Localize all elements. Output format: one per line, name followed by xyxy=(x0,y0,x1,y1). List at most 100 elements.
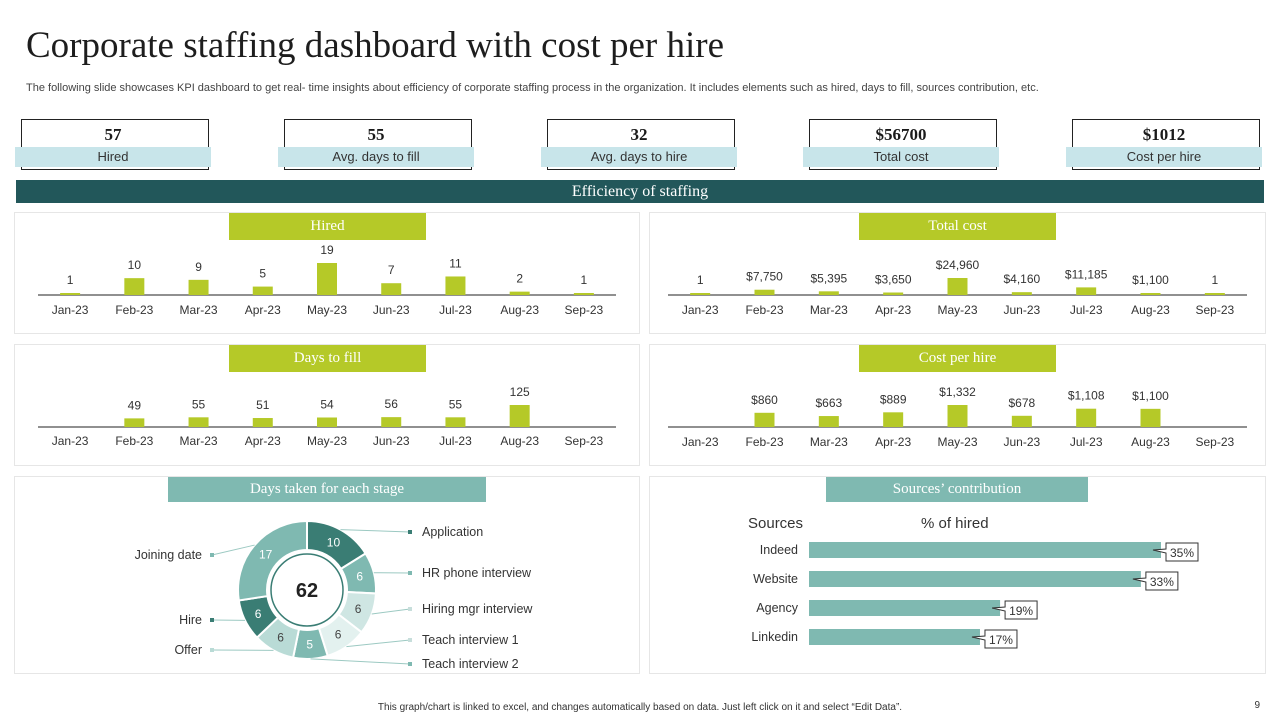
bar-cost_per_hire-7 xyxy=(1140,408,1161,427)
pie-value-0: 10 xyxy=(327,535,341,549)
data-label-hired-3: 5 xyxy=(259,267,266,281)
data-label-days_to_fill-6: 55 xyxy=(449,397,463,411)
tick-label-days_to_fill-7: Aug-23 xyxy=(500,434,539,448)
tick-label-hired-7: Aug-23 xyxy=(500,303,539,317)
bar-total_cost-8 xyxy=(1204,293,1225,295)
bar-hired-4 xyxy=(317,263,337,295)
source-label-3: Linkedin xyxy=(751,630,798,644)
tick-label-days_to_fill-8: Sep-23 xyxy=(565,434,604,448)
tick-label-hired-3: Apr-23 xyxy=(245,303,281,317)
leader-marker-1 xyxy=(408,571,412,575)
bar-total_cost-6 xyxy=(1076,287,1097,295)
kpi-label: Avg. days to fill xyxy=(278,147,474,167)
source-value-1: 33% xyxy=(1150,575,1174,589)
data-label-total_cost-2: $5,395 xyxy=(810,271,847,285)
tick-label-days_to_fill-0: Jan-23 xyxy=(52,434,89,448)
chart-title-hired: Hired xyxy=(229,213,426,240)
bar-days_to_fill-1 xyxy=(124,418,145,427)
kpi-label: Hired xyxy=(15,147,211,167)
chart-title-total-cost: Total cost xyxy=(859,213,1056,240)
bar-days_to_fill-6 xyxy=(445,417,466,427)
tick-label-total_cost-2: Mar-23 xyxy=(810,303,848,317)
data-label-days_to_fill-1: 49 xyxy=(128,398,142,412)
tick-label-days_to_fill-2: Mar-23 xyxy=(180,434,218,448)
leader-marker-7 xyxy=(210,553,214,557)
kpi-card-hired: 57 Hired xyxy=(15,119,211,171)
tick-label-total_cost-7: Aug-23 xyxy=(1131,303,1170,317)
bar-cost_per_hire-6 xyxy=(1076,408,1097,427)
chart-title-cost-per-hire: Cost per hire xyxy=(859,345,1056,372)
pie-legend-label-2: Hiring mgr interview xyxy=(422,602,533,616)
source-callout-0 xyxy=(1152,542,1199,562)
leader-line-2 xyxy=(371,608,411,615)
bar-days_to_fill-2 xyxy=(188,417,209,427)
tick-label-total_cost-5: Jun-23 xyxy=(1003,303,1040,317)
data-label-total_cost-7: $1,100 xyxy=(1132,273,1169,287)
data-label-total_cost-4: $24,960 xyxy=(936,258,980,272)
sources-col-header-right: % of hired xyxy=(921,515,989,532)
chart-title-sources: Sources’ contribution xyxy=(826,477,1088,502)
kpi-value: 57 xyxy=(104,125,122,144)
bar-total_cost-4 xyxy=(947,278,968,295)
bar-days_to_fill-3 xyxy=(252,418,273,427)
bar-days_to_fill-7 xyxy=(509,405,530,427)
tick-label-total_cost-3: Apr-23 xyxy=(875,303,911,317)
bar-cost_per_hire-1 xyxy=(754,412,775,427)
pie-value-3: 6 xyxy=(335,628,342,642)
source-value-2: 19% xyxy=(1009,604,1033,618)
kpi-value: 32 xyxy=(630,125,648,144)
tick-label-days_to_fill-6: Jul-23 xyxy=(439,434,472,448)
pie-value-2: 6 xyxy=(355,602,362,616)
tick-label-cost_per_hire-1: Feb-23 xyxy=(745,435,783,449)
tick-label-hired-1: Feb-23 xyxy=(115,303,153,317)
tick-label-cost_per_hire-4: May-23 xyxy=(937,435,977,449)
source-callout-3 xyxy=(971,629,1018,649)
chart-title-days-to-fill: Days to fill xyxy=(229,345,426,372)
data-label-hired-6: 11 xyxy=(449,256,462,270)
tick-label-hired-4: May-23 xyxy=(307,303,347,317)
page-number: 9 xyxy=(1254,700,1260,711)
chart-title-stages: Days taken for each stage xyxy=(168,477,486,502)
bar-hired-8 xyxy=(573,293,594,295)
data-label-days_to_fill-2: 55 xyxy=(192,397,206,411)
kpi-card-cost-per-hire: $1012 Cost per hire xyxy=(1066,119,1262,171)
tick-label-hired-0: Jan-23 xyxy=(52,303,89,317)
source-value-3: 17% xyxy=(989,633,1013,647)
data-label-total_cost-5: $4,160 xyxy=(1003,272,1040,286)
bar-days_to_fill-4 xyxy=(317,417,337,427)
leader-line-0 xyxy=(340,529,411,533)
tick-label-cost_per_hire-7: Aug-23 xyxy=(1131,435,1170,449)
kpi-label: Avg. days to hire xyxy=(541,147,737,167)
data-label-days_to_fill-4: 54 xyxy=(320,397,334,411)
data-label-hired-8: 1 xyxy=(581,273,588,287)
data-label-hired-4: 19 xyxy=(320,243,334,257)
tick-label-cost_per_hire-3: Apr-23 xyxy=(875,435,911,449)
source-value-0: 35% xyxy=(1170,546,1194,560)
bar-total_cost-2 xyxy=(818,291,839,295)
bar-hired-3 xyxy=(252,286,273,295)
data-label-days_to_fill-7: 125 xyxy=(510,385,530,399)
bar-cost_per_hire-2 xyxy=(818,416,839,427)
bar-hired-5 xyxy=(381,283,402,295)
pie-center-label: 62 xyxy=(296,580,318,602)
leader-line-3 xyxy=(346,639,411,648)
bar-days_to_fill-5 xyxy=(381,417,402,427)
data-label-hired-7: 2 xyxy=(516,272,523,286)
bar-total_cost-1 xyxy=(754,289,775,295)
kpi-card-avg-days-to-fill: 55 Avg. days to fill xyxy=(278,119,474,171)
leader-marker-4 xyxy=(408,662,412,666)
tick-label-hired-8: Sep-23 xyxy=(565,303,604,317)
kpi-value: $1012 xyxy=(1142,125,1186,144)
bar-total_cost-0 xyxy=(690,293,711,295)
data-label-cost_per_hire-1: $860 xyxy=(751,393,778,407)
data-label-cost_per_hire-5: $678 xyxy=(1008,396,1035,410)
pie-value-6: 6 xyxy=(255,607,262,621)
page-title: Corporate staffing dashboard with cost p… xyxy=(26,25,725,66)
bar-total_cost-3 xyxy=(883,292,904,295)
tick-label-hired-5: Jun-23 xyxy=(373,303,410,317)
pie-legend-label-4: Teach interview 2 xyxy=(422,657,519,671)
data-label-cost_per_hire-4: $1,332 xyxy=(939,385,976,399)
pie-value-5: 6 xyxy=(277,631,284,645)
data-label-total_cost-3: $3,650 xyxy=(875,273,912,287)
